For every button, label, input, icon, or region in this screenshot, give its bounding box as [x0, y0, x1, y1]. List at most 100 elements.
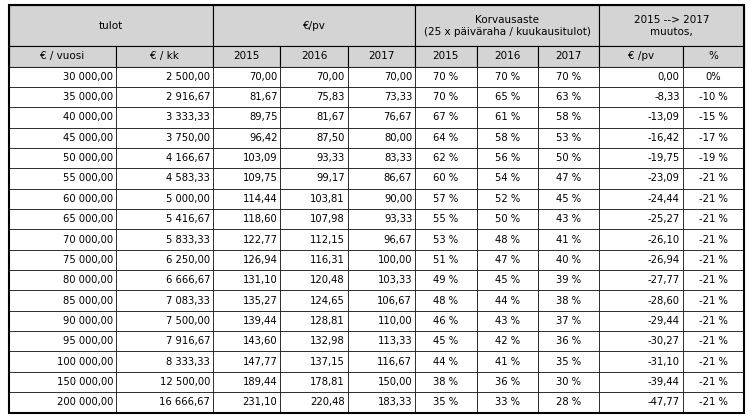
Text: 50 000,00: 50 000,00 — [63, 153, 113, 163]
Text: 76,67: 76,67 — [383, 112, 412, 122]
Text: 35 %: 35 % — [556, 357, 581, 367]
Bar — [348, 392, 415, 413]
Text: 150 000,00: 150 000,00 — [56, 377, 113, 387]
Text: 51 %: 51 % — [433, 255, 459, 265]
Bar — [477, 270, 538, 291]
Bar — [538, 352, 599, 372]
Bar — [415, 209, 477, 229]
Bar — [538, 291, 599, 311]
Text: 2015: 2015 — [433, 51, 459, 61]
Text: 28 %: 28 % — [556, 398, 581, 408]
Text: 12 500,00: 12 500,00 — [160, 377, 210, 387]
Text: 96,67: 96,67 — [383, 234, 412, 245]
Text: 85 000,00: 85 000,00 — [63, 296, 113, 306]
Text: € / kk: € / kk — [150, 51, 179, 61]
Text: 45 %: 45 % — [495, 275, 520, 285]
Text: 75 000,00: 75 000,00 — [62, 255, 113, 265]
Bar — [538, 331, 599, 352]
Bar — [415, 189, 477, 209]
Text: tulot: tulot — [99, 21, 123, 31]
Text: 118,60: 118,60 — [242, 214, 277, 224]
Bar — [599, 331, 682, 352]
Bar — [599, 148, 682, 168]
Bar — [682, 168, 744, 189]
Bar — [280, 372, 348, 392]
Text: -31,10: -31,10 — [648, 357, 679, 367]
Bar — [280, 250, 348, 270]
Text: 33 %: 33 % — [495, 398, 520, 408]
Text: 50 %: 50 % — [556, 153, 581, 163]
Bar — [213, 168, 280, 189]
Bar — [477, 46, 538, 66]
Text: %: % — [709, 51, 718, 61]
Bar — [682, 270, 744, 291]
Text: 16 666,67: 16 666,67 — [159, 398, 210, 408]
Text: 109,75: 109,75 — [242, 173, 277, 184]
Text: 80,00: 80,00 — [384, 133, 412, 143]
Text: 41 %: 41 % — [556, 234, 581, 245]
Bar — [682, 189, 744, 209]
Bar — [9, 127, 116, 148]
Bar — [477, 352, 538, 372]
Bar — [477, 107, 538, 127]
Bar — [280, 87, 348, 107]
Text: -15 %: -15 % — [699, 112, 727, 122]
Bar — [213, 5, 415, 46]
Text: 100,00: 100,00 — [377, 255, 412, 265]
Text: 2015: 2015 — [233, 51, 260, 61]
Text: 53 %: 53 % — [433, 234, 459, 245]
Text: 3 333,33: 3 333,33 — [166, 112, 210, 122]
Bar — [682, 331, 744, 352]
Text: 116,31: 116,31 — [310, 255, 345, 265]
Text: 70 %: 70 % — [495, 71, 520, 82]
Bar — [415, 168, 477, 189]
Text: 5 416,67: 5 416,67 — [166, 214, 210, 224]
Text: 86,67: 86,67 — [383, 173, 412, 184]
Bar — [682, 107, 744, 127]
Text: 200 000,00: 200 000,00 — [56, 398, 113, 408]
Text: 183,33: 183,33 — [377, 398, 412, 408]
Bar — [9, 250, 116, 270]
Bar — [348, 352, 415, 372]
Bar — [213, 352, 280, 372]
Text: 48 %: 48 % — [495, 234, 520, 245]
Text: 103,33: 103,33 — [377, 275, 412, 285]
Bar — [348, 331, 415, 352]
Bar — [599, 107, 682, 127]
Bar — [415, 250, 477, 270]
Text: -23,09: -23,09 — [648, 173, 679, 184]
Bar — [280, 209, 348, 229]
Bar — [116, 250, 213, 270]
Bar — [682, 209, 744, 229]
Text: 80 000,00: 80 000,00 — [63, 275, 113, 285]
Text: 2015 --> 2017
muutos,: 2015 --> 2017 muutos, — [634, 15, 709, 37]
Bar — [348, 46, 415, 66]
Text: 2016: 2016 — [494, 51, 520, 61]
Text: 45 %: 45 % — [433, 336, 459, 347]
Text: 60 %: 60 % — [433, 173, 459, 184]
Bar — [116, 229, 213, 250]
Text: 143,60: 143,60 — [242, 336, 277, 347]
Text: 61 %: 61 % — [495, 112, 520, 122]
Text: 65 %: 65 % — [495, 92, 520, 102]
Bar — [116, 66, 213, 87]
Bar — [599, 5, 744, 46]
Text: 90 000,00: 90 000,00 — [63, 316, 113, 326]
Bar — [682, 291, 744, 311]
Bar — [213, 107, 280, 127]
Bar — [477, 209, 538, 229]
Text: 178,81: 178,81 — [310, 377, 345, 387]
Bar — [348, 127, 415, 148]
Bar — [599, 209, 682, 229]
Text: 75,83: 75,83 — [316, 92, 345, 102]
Text: 2017: 2017 — [368, 51, 395, 61]
Text: 5 000,00: 5 000,00 — [166, 194, 210, 204]
Text: 55 000,00: 55 000,00 — [62, 173, 113, 184]
Text: 55 %: 55 % — [433, 214, 459, 224]
Text: -21 %: -21 % — [699, 377, 727, 387]
Bar — [9, 372, 116, 392]
Text: 7 916,67: 7 916,67 — [166, 336, 210, 347]
Text: -21 %: -21 % — [699, 336, 727, 347]
Bar — [9, 168, 116, 189]
Text: 70 %: 70 % — [556, 71, 581, 82]
